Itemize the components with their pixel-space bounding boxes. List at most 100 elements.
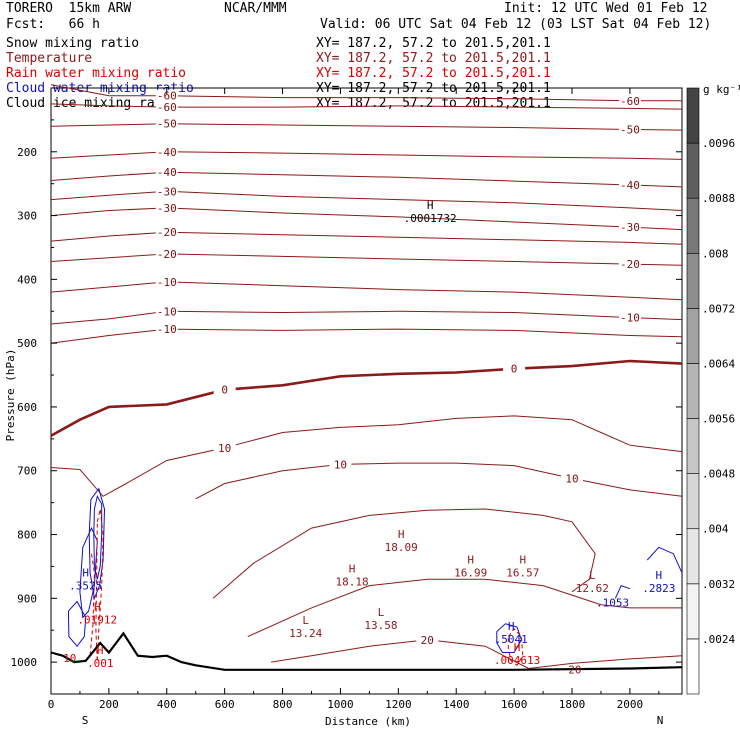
x-tick-label: 400	[157, 698, 177, 711]
contour-label: -40	[157, 166, 177, 179]
colorbar-swatch	[686, 252, 700, 309]
extremum-marker: H	[427, 199, 434, 212]
extremum-value: .2823	[642, 582, 675, 595]
temperature-contour	[50, 123, 683, 131]
contour-label: -20	[157, 248, 177, 261]
cloud-water-contour	[88, 487, 106, 601]
extremum-value: .1053	[596, 597, 629, 610]
y-tick-label: 200	[17, 146, 37, 159]
contour-label-bg	[618, 94, 641, 107]
contour-label-bg	[213, 383, 236, 396]
y-tick-label: 800	[17, 529, 37, 542]
extremum-marker: H	[82, 566, 89, 579]
x-tick-label: 1200	[385, 698, 412, 711]
y-tick-label: 500	[17, 337, 37, 350]
rain-water-contour	[89, 553, 95, 656]
colorbar-swatch	[686, 418, 700, 474]
contour-label: 0	[221, 384, 228, 397]
y-tick-label: 900	[17, 592, 37, 605]
contour-label-bg	[416, 633, 439, 646]
contour-label-bg	[561, 472, 584, 485]
y-tick-label: 700	[17, 465, 37, 478]
contour-label: 0	[511, 363, 518, 376]
contour-label-bg	[618, 258, 641, 271]
colorbar-swatch	[686, 197, 700, 254]
terrain-surface	[50, 631, 683, 671]
temperature-contours: -60 -60-60-50 -50-40-40-40-30-30-30-20-20-…	[50, 84, 683, 670]
extremum-value: .3525	[69, 579, 102, 592]
temperature-contour	[247, 578, 682, 638]
x-tick-label: 1000	[327, 698, 354, 711]
cloud-water-contour	[79, 526, 98, 619]
contour-label: -30	[157, 185, 177, 198]
contour-label: -20	[620, 258, 640, 271]
field-xy: XY= 187.2, 57.2 to 201.5,201.1	[316, 66, 551, 81]
contour-label-bg	[155, 117, 178, 130]
contour-label: -10	[157, 276, 177, 289]
contour-label-bg	[155, 89, 178, 102]
extremum-value: 16.57	[506, 567, 539, 580]
colorbar-tick-label: .0024	[702, 633, 735, 646]
contour-label: 20	[421, 634, 434, 647]
plot-border	[50, 87, 683, 695]
extremum-value: 13.58	[364, 619, 397, 632]
extremum-marker: H	[398, 528, 405, 541]
contour-label-bg	[503, 362, 526, 375]
plot-frame	[50, 87, 683, 695]
temperature-contour	[50, 359, 683, 437]
x-axis-label: Distance (km)	[325, 715, 411, 728]
contour-label: -50	[157, 118, 177, 131]
north-end-label: N	[657, 714, 664, 727]
contour-label: 10	[218, 442, 231, 455]
contour-label: -50	[620, 123, 640, 136]
colorbar-swatch	[686, 473, 700, 530]
contour-label-bg	[155, 226, 178, 239]
x-tick-label: 200	[99, 698, 119, 711]
y-tick-label: 400	[17, 273, 37, 286]
extremum-value: 12.62	[576, 582, 609, 595]
temperature-contour	[50, 151, 683, 160]
extremum-marker: H	[467, 554, 474, 567]
contour-label-bg	[618, 221, 641, 234]
contour-label: -30	[157, 202, 177, 215]
x-tick-label: 1800	[559, 698, 586, 711]
temperature-contour	[195, 462, 683, 500]
extremum-marker: H	[508, 620, 515, 633]
x-tick-label: 0	[48, 698, 55, 711]
extremum-value: 13.24	[289, 627, 322, 640]
extremum-marker: H	[514, 641, 521, 654]
colorbar-tick-label: .0048	[702, 468, 735, 481]
field-name: Snow mixing ratio	[6, 36, 140, 51]
south-end-label: S	[82, 714, 89, 727]
contour-label-bg	[213, 441, 236, 454]
colorbar-tick-label: .008	[702, 247, 729, 260]
contour-label: -10	[157, 305, 177, 318]
extremum-marker: H	[349, 562, 356, 575]
contour-label-bg	[155, 201, 178, 214]
colorbar-tick-label: .0032	[702, 578, 735, 591]
temperature-contour	[50, 171, 683, 188]
extremum-marker: L	[378, 606, 385, 619]
rain-water-contours	[89, 508, 524, 667]
contour-label-bg	[155, 323, 178, 336]
forecast-hour: Fcst: 66 h	[6, 17, 100, 32]
contour-label-bg	[618, 311, 641, 324]
y-tick-label: 600	[17, 401, 37, 414]
field-name: Temperature	[6, 51, 93, 66]
colorbar-swatch	[686, 87, 700, 144]
terrain-line	[50, 631, 683, 671]
cloud-water-contour	[496, 623, 522, 653]
rain-water-contour	[95, 508, 104, 663]
temperature-contour	[50, 310, 683, 325]
extremum-marker: H	[94, 601, 101, 614]
valid-time: Valid: 06 UTC Sat 04 Feb 12 (03 LST Sat …	[320, 17, 712, 32]
contour-label: -30	[620, 221, 640, 234]
contour-label-bg	[155, 305, 178, 318]
rain-water-contour	[507, 628, 524, 667]
colorbar-swatch	[686, 638, 700, 695]
extremum-value: .01912	[77, 614, 117, 627]
y-tick-label: 1000	[11, 656, 38, 669]
temperature-contour	[50, 415, 683, 497]
